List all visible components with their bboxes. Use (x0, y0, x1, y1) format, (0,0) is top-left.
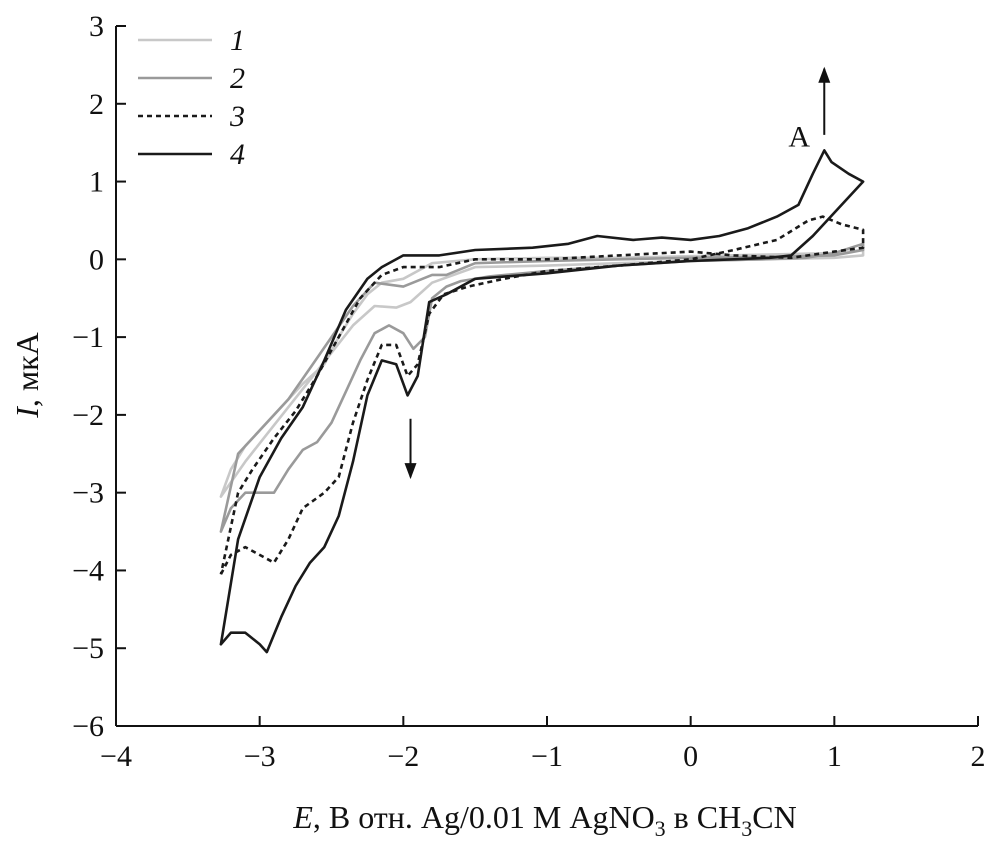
x-tick-label: −3 (244, 740, 276, 773)
y-tick-label: 2 (89, 88, 104, 121)
x-tick-label: −2 (387, 740, 419, 773)
x-tick-label: 2 (971, 740, 986, 773)
legend-label-2: 2 (230, 62, 245, 95)
legend: 1 2 3 4 (138, 24, 245, 171)
y-tick-label: −5 (72, 632, 104, 665)
ticks: −4 −3 −2 −1 0 1 2 −6 −5 −4 −3 −2 −1 0 1 2 3 (72, 10, 985, 773)
series-3-line (219, 215, 865, 575)
y-tick-label: 1 (89, 166, 104, 199)
y-tick-label: −4 (72, 554, 104, 587)
arrow-up-head (818, 66, 831, 83)
x-tick-label: −1 (531, 740, 563, 773)
axes (115, 26, 978, 727)
y-tick-label: 3 (89, 10, 104, 43)
y-tick-label: −3 (72, 477, 104, 510)
series-4-line (219, 149, 865, 654)
legend-label-1: 1 (230, 24, 245, 57)
legend-label-4: 4 (230, 138, 245, 171)
legend-label-3: 3 (229, 100, 245, 133)
arrow-down-head (404, 463, 417, 480)
x-tick-label: 0 (683, 740, 698, 773)
y-tick-label: −1 (72, 321, 104, 354)
y-tick-label: −2 (72, 399, 104, 432)
y-tick-label: −6 (72, 710, 104, 743)
x-tick-label: −4 (100, 740, 132, 773)
x-axis-title: E, В отн. Ag/0.01 М AgNO3 в CH3CN (292, 799, 796, 841)
series-layer (219, 149, 865, 654)
x-tick-label: 1 (827, 740, 842, 773)
annotations: A (404, 66, 831, 480)
annotation-label: A (788, 121, 810, 154)
y-axis-title: I, мкА (9, 332, 45, 419)
y-tick-label: 0 (89, 243, 104, 276)
series-2-line (219, 242, 865, 533)
